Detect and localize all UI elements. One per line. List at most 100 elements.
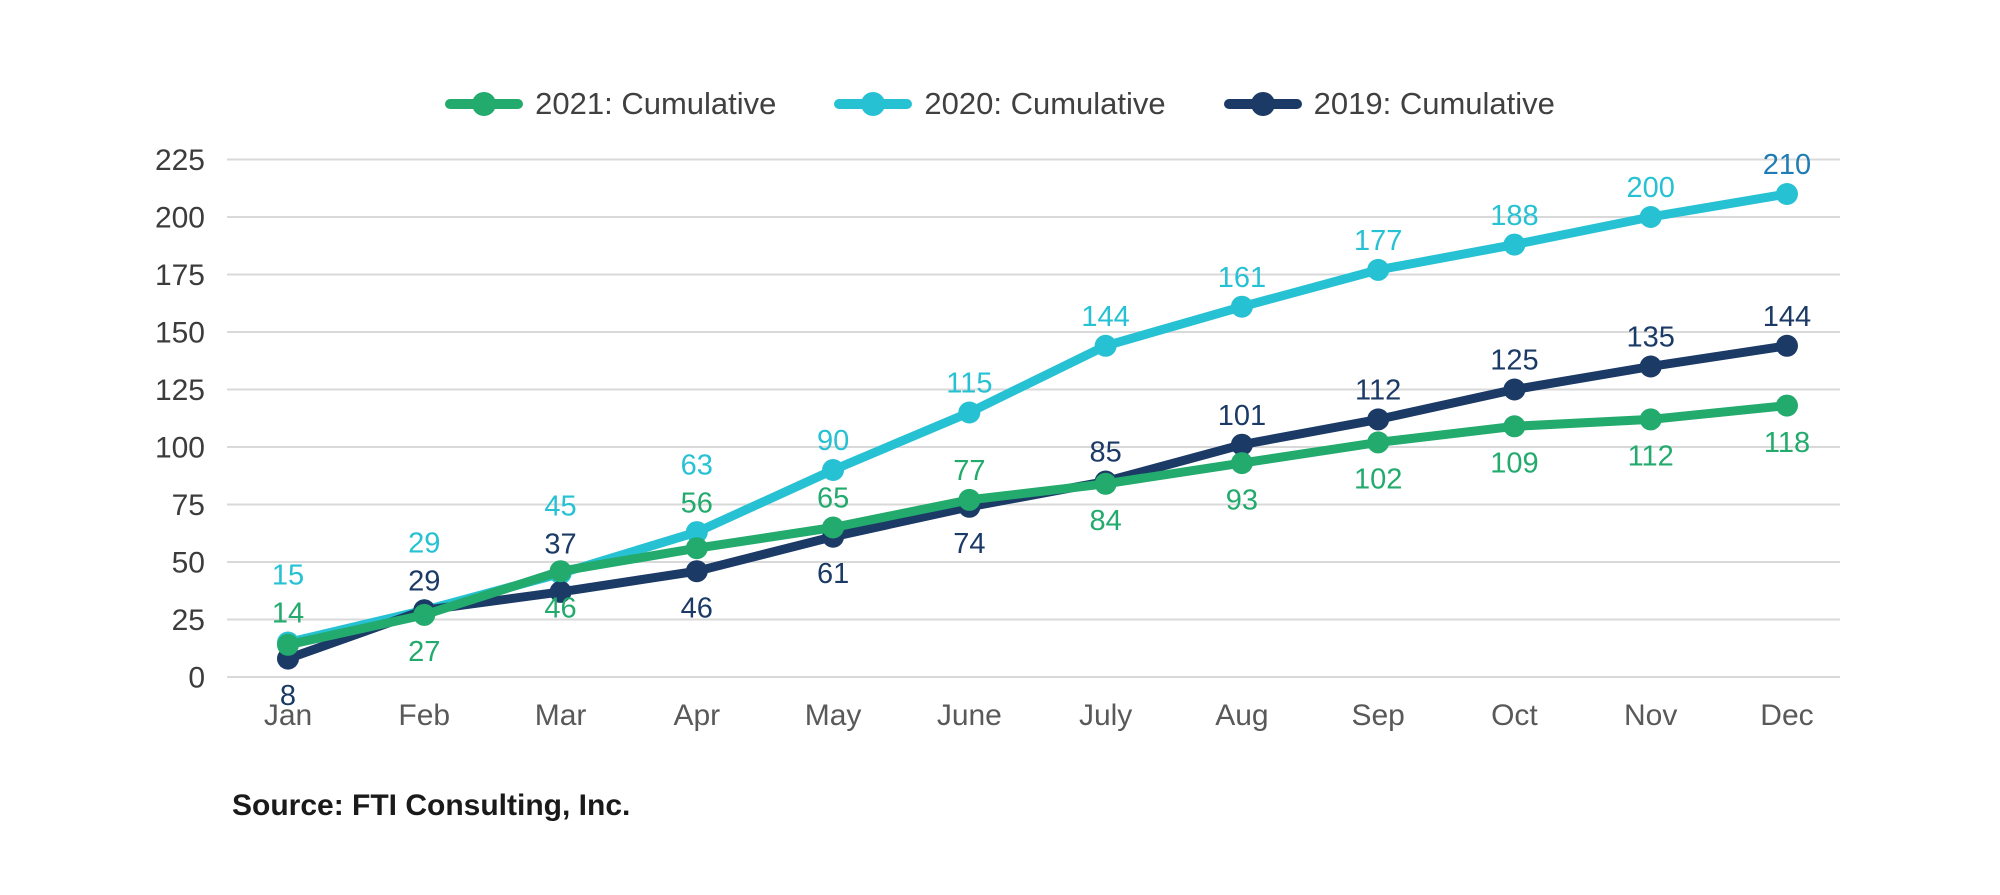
data-point-2019: [1367, 408, 1390, 431]
x-axis-label: July: [1079, 699, 1132, 732]
y-tick-label: 75: [172, 489, 205, 522]
y-tick-label: 50: [172, 547, 205, 580]
data-point-2020: [1367, 258, 1390, 281]
data-point-label: 109: [1490, 447, 1538, 479]
data-point-2020: [1639, 206, 1662, 228]
data-point-label: 27: [408, 636, 440, 668]
data-point-label: 65: [817, 483, 849, 515]
data-point-label: 63: [681, 449, 713, 481]
y-tick-label: 125: [155, 374, 205, 407]
data-point-label: 118: [1764, 427, 1810, 459]
chart-legend: 2021: Cumulative 2020: Cumulative 2019: Cu…: [0, 86, 2000, 122]
data-point-label: 46: [544, 592, 576, 624]
series-line-2019: [283, 341, 1792, 664]
data-point-label: 85: [1089, 437, 1121, 469]
data-point-label: 14: [272, 598, 304, 630]
data-point-2021: [1367, 431, 1390, 454]
y-tick-label: 100: [155, 432, 205, 465]
data-point-label: 102: [1354, 464, 1402, 496]
legend-swatch-icon: [445, 92, 524, 116]
data-point-label: 93: [1226, 484, 1258, 516]
data-point-label: 115: [946, 368, 992, 400]
legend-label-2021: 2021: Cumulative: [535, 86, 777, 121]
series-line-2020: [283, 189, 1792, 647]
data-point-2020: [958, 401, 981, 424]
data-point-2020: [822, 459, 845, 481]
x-axis-label: Dec: [1760, 699, 1813, 732]
legend-label-2019: 2019: Cumulative: [1313, 86, 1555, 121]
y-tick-label: 150: [155, 317, 205, 350]
legend-label-2020: 2020: Cumulative: [924, 86, 1166, 121]
data-point-2019: [1230, 433, 1253, 456]
y-tick-label: 25: [172, 604, 205, 637]
data-point-label: 74: [953, 528, 985, 560]
data-point-2021: [1094, 472, 1117, 495]
x-axis-label: June: [937, 699, 1002, 732]
data-point-2020: [685, 521, 708, 544]
legend-swatch-icon: [1223, 92, 1302, 116]
data-point-2021: [549, 560, 572, 583]
data-point-label: 144: [1081, 301, 1129, 333]
legend-item-2021[interactable]: 2021: Cumulative: [445, 86, 776, 122]
legend-dot-icon: [861, 92, 886, 116]
x-axis-label: Feb: [398, 699, 450, 732]
data-point-2021: [1503, 415, 1526, 438]
data-point-label: 125: [1490, 345, 1538, 377]
data-point-label: 112: [1628, 441, 1674, 473]
x-axis-label: Mar: [535, 699, 587, 732]
data-point-2021: [958, 488, 981, 511]
data-point-label: 37: [544, 529, 576, 561]
data-point-label: 188: [1490, 200, 1538, 232]
x-axis-label: Apr: [673, 699, 720, 732]
data-point-label: 15: [272, 560, 304, 592]
data-point-label: 135: [1627, 322, 1675, 354]
data-point-2019: [1775, 334, 1798, 357]
y-tick-label: 225: [155, 144, 205, 177]
data-point-label: 144: [1763, 301, 1811, 333]
data-point-label: 84: [1089, 505, 1121, 537]
data-point-2019: [685, 560, 708, 583]
data-point-2021: [822, 516, 845, 539]
legend-dot-icon: [472, 92, 497, 116]
data-point-label: 200: [1627, 172, 1675, 204]
legend-item-2020[interactable]: 2020: Cumulative: [834, 86, 1166, 122]
data-point-label: 29: [408, 565, 440, 597]
data-point-2019: [549, 580, 572, 603]
legend-swatch-icon: [834, 92, 913, 116]
data-point-label: 77: [953, 455, 985, 487]
data-point-label: 61: [817, 558, 849, 590]
y-tick-label: 200: [155, 202, 205, 235]
x-axis-label: Jan: [264, 699, 312, 732]
data-point-label: 45: [544, 491, 576, 523]
data-point-label: 46: [681, 592, 713, 624]
legend-item-2019[interactable]: 2019: Cumulative: [1223, 86, 1555, 122]
data-point-label: 90: [817, 425, 849, 457]
x-axis-label: Nov: [1624, 699, 1677, 732]
data-point-label: 8: [280, 680, 296, 712]
data-point-label: 56: [681, 487, 713, 519]
data-point-2021: [1230, 452, 1253, 475]
y-tick-label: 0: [188, 662, 205, 695]
data-point-label: 29: [408, 527, 440, 559]
data-point-label: 210: [1763, 149, 1811, 181]
data-point-label: 161: [1218, 262, 1266, 294]
data-point-2021: [1639, 408, 1662, 431]
source-note: Source: FTI Consulting, Inc.: [232, 789, 631, 822]
data-point-2020: [1503, 233, 1526, 256]
legend-dot-icon: [1250, 92, 1275, 116]
series-line-2021: [283, 401, 1792, 650]
y-tick-label: 175: [155, 259, 205, 292]
data-point-2021: [685, 537, 708, 560]
data-point-label: 112: [1355, 375, 1401, 407]
data-point-2020: [1775, 183, 1798, 205]
x-axis-label: Sep: [1351, 699, 1404, 732]
data-point-2020: [1094, 334, 1117, 357]
x-axis-label: May: [805, 699, 862, 732]
data-point-2019: [1639, 355, 1662, 378]
data-point-label: 177: [1354, 225, 1402, 257]
data-point-label: 101: [1218, 400, 1266, 432]
data-point-2021: [413, 603, 436, 626]
x-axis-label: Aug: [1215, 699, 1268, 732]
